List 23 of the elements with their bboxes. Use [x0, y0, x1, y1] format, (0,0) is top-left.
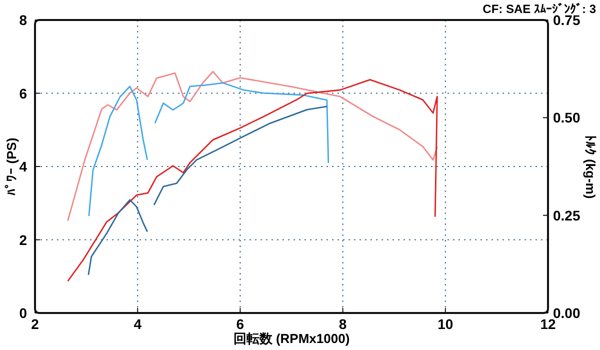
line-series — [154, 82, 330, 164]
text: CF: SAE ｽﾑｰｼﾞﾝｸﾞ: 3 — [482, 2, 596, 16]
x-tick-label: 6 — [236, 316, 244, 332]
x-tick-label: 8 — [338, 316, 347, 332]
y2-tick-label: 0.00 — [553, 305, 580, 321]
line-series — [67, 70, 438, 222]
x-tick-label: 10 — [438, 316, 454, 332]
y-tick-label: 2 — [19, 232, 28, 248]
y-axis-title: ﾊﾟﾜｰ (PS) — [4, 138, 19, 196]
x-tick-label: 2 — [31, 316, 40, 332]
y-tick-label: 8 — [19, 12, 28, 28]
y2-tick-label: 0.50 — [553, 110, 580, 126]
y2-tick-label: 0.25 — [553, 207, 580, 224]
line-series — [88, 86, 148, 217]
y-tick-label: 4 — [19, 158, 28, 174]
y-tick-label: 6 — [19, 85, 28, 102]
y-tick-label: 0 — [19, 305, 28, 321]
line-series — [88, 199, 148, 276]
x-tick-label: 4 — [134, 316, 142, 332]
line-series — [67, 79, 438, 282]
x-axis-title: 回転数 (RPMx1000) — [233, 331, 350, 346]
line-series — [153, 106, 328, 206]
y2-axis-title: ﾄﾙｸ (kg-m) — [583, 134, 598, 199]
